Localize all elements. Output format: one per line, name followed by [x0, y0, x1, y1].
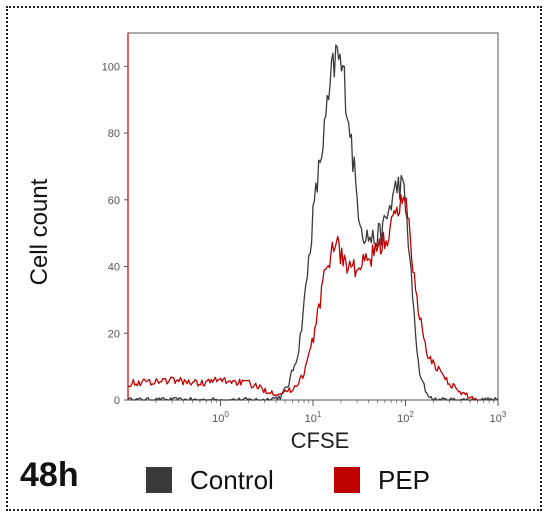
- x-tick-label: 102: [397, 410, 414, 425]
- y-tick-label: 0: [114, 395, 120, 407]
- series-layer: [127, 44, 499, 401]
- y-axis-ticks: 0 20 40 60 80 100: [102, 61, 128, 407]
- legend-item-control: Control: [146, 464, 274, 496]
- legend-label-pep: PEP: [378, 464, 431, 495]
- series-line-control: [127, 44, 499, 401]
- x-tick-label: 103: [490, 410, 507, 425]
- y-tick-label: 60: [108, 195, 120, 207]
- legend-swatch-pep: [334, 467, 360, 493]
- legend-label-control: Control: [190, 464, 274, 495]
- y-tick-label: 40: [108, 262, 120, 274]
- x-axis-ticks: 100 101 102 103: [155, 400, 507, 425]
- panel-label: 48h: [20, 456, 79, 494]
- y-tick-label: 100: [102, 61, 120, 73]
- axis-background: [94, 396, 518, 434]
- x-axis-label: CFSE: [290, 428, 350, 453]
- series-line-pep: [127, 194, 478, 401]
- y-tick-label: 80: [108, 128, 120, 140]
- legend-swatch-control: [146, 467, 172, 493]
- y-tick-label: 20: [108, 328, 120, 340]
- x-tick-label: 101: [305, 410, 322, 425]
- y-axis-label: Cell count: [26, 178, 53, 286]
- x-tick-label: 100: [212, 410, 229, 425]
- legend-item-pep: PEP: [334, 464, 430, 496]
